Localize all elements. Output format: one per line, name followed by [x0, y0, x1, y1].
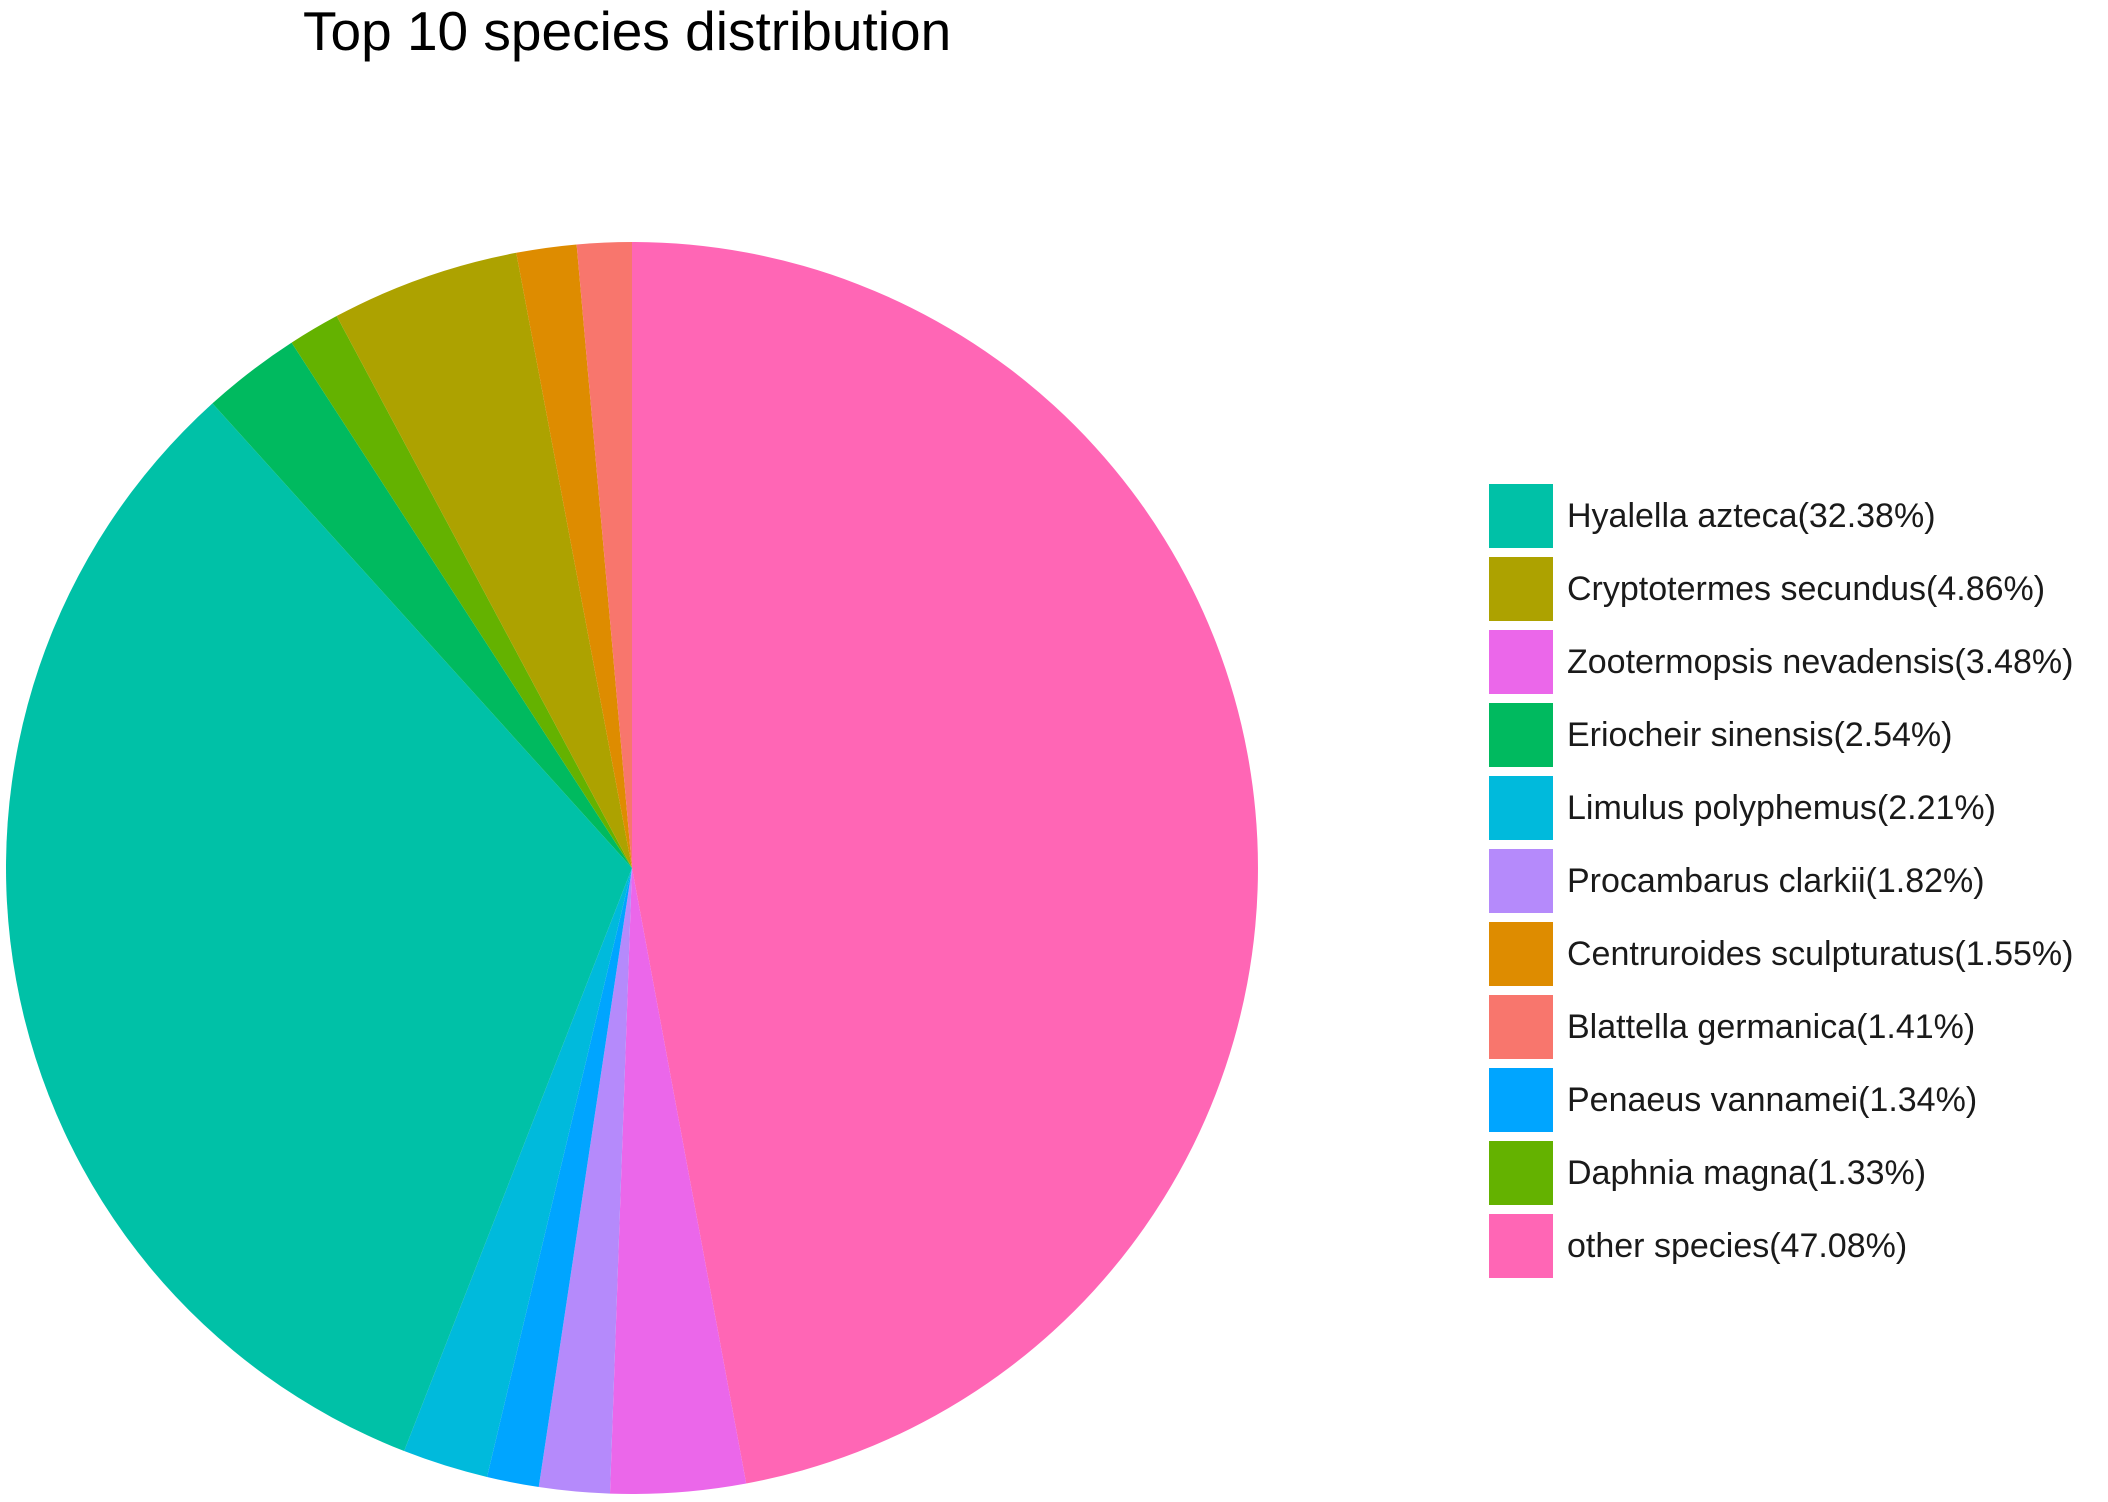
- legend-key: [1487, 774, 1555, 842]
- legend-key: [1487, 1139, 1555, 1207]
- legend-label: Centruroides sculpturatus(1.55%): [1567, 935, 2074, 973]
- legend-key: [1487, 628, 1555, 696]
- pie-slice-4: [404, 868, 632, 1477]
- legend-key: [1487, 993, 1555, 1061]
- pie-slice-7: [576, 242, 632, 868]
- legend-key: [1487, 920, 1555, 988]
- pie-slice-5: [538, 868, 632, 1494]
- legend-label: Limulus polyphemus(2.21%): [1567, 789, 1996, 827]
- legend-label: other species(47.08%): [1567, 1227, 1908, 1265]
- legend-key: [1487, 847, 1555, 915]
- legend-label: Procambarus clarkii(1.82%): [1567, 862, 1985, 900]
- legend-label: Daphnia magna(1.33%): [1567, 1154, 1927, 1192]
- legend-label: Hyalella azteca(32.38%): [1567, 497, 1936, 535]
- legend-label: Cryptotermes secundus(4.86%): [1567, 570, 2046, 608]
- legend-label: Eriocheir sinensis(2.54%): [1567, 716, 1953, 754]
- pie-slice-3: [212, 342, 632, 868]
- legend-key: [1487, 482, 1555, 550]
- legend-label: Zootermopsis nevadensis(3.48%): [1567, 643, 2074, 681]
- pie-slice-9: [291, 316, 632, 868]
- legend-key: [1487, 1066, 1555, 1134]
- legend-key: [1487, 555, 1555, 623]
- legend-label: Blattella germanica(1.41%): [1567, 1008, 1976, 1046]
- pie-slice-1: [336, 252, 632, 869]
- pie-slice-8: [487, 868, 632, 1488]
- pie-slice-10: [632, 242, 1258, 1484]
- chart-title: Top 10 species distribution: [303, 0, 952, 62]
- pie-slice-6: [516, 244, 632, 868]
- legend-label: Penaeus vannamei(1.34%): [1567, 1081, 1978, 1119]
- legend-key: [1487, 701, 1555, 769]
- pie-slice-0: [6, 403, 633, 1452]
- pie-slice-2: [609, 868, 747, 1494]
- legend-key: [1487, 1212, 1555, 1280]
